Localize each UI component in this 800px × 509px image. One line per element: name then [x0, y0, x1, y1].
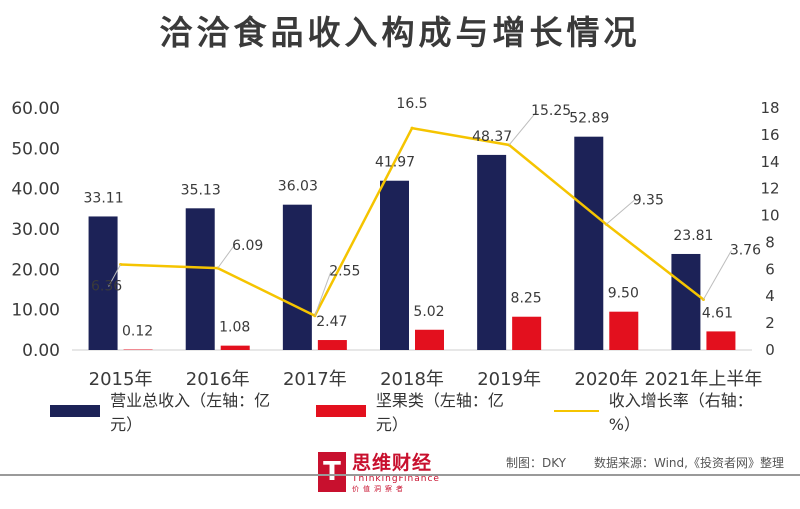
y-right-tick-label: 14	[760, 153, 779, 171]
y-left-tick-label: 50.00	[11, 139, 60, 159]
growth-leader-line	[702, 250, 732, 300]
bar-nuts	[317, 340, 347, 350]
growth-leader-line	[508, 110, 538, 146]
x-tick-label: 2021年上半年	[645, 369, 763, 390]
bar-total	[282, 204, 312, 350]
footer-divider	[0, 474, 800, 476]
bar-total	[380, 180, 409, 350]
x-tick-label: 2015年	[89, 369, 153, 390]
chart-title: 洽洽食品收入构成与增长情况	[159, 13, 641, 52]
legend-label-total: 营业总收入（左轴：亿元）	[110, 391, 271, 434]
data-label-growth: 15.25	[531, 103, 571, 119]
legend-line-growth	[553, 410, 599, 412]
y-left-tick-label: 60.00	[11, 99, 60, 119]
data-label-nuts: 1.08	[219, 320, 250, 336]
y-right-tick-label: 0	[765, 341, 775, 359]
data-source: 数据来源：Wind,《投资者网》整理	[594, 456, 784, 470]
bar-total	[477, 154, 507, 350]
legend-swatch-nuts	[315, 405, 366, 417]
bar-nuts	[220, 345, 250, 350]
data-label-growth: 6.36	[91, 278, 122, 294]
growth-leader-line	[605, 199, 635, 225]
data-label-total: 36.03	[278, 179, 318, 195]
logo-main-text: 思维财经	[352, 452, 433, 474]
data-label-nuts: 4.61	[702, 305, 733, 321]
y-right-tick-label: 18	[760, 99, 779, 117]
data-label-nuts: 2.47	[316, 314, 347, 330]
bar-nuts	[609, 311, 639, 350]
data-label-total: 33.11	[84, 190, 124, 206]
x-tick-label: 2018年	[380, 369, 444, 390]
bar-total	[574, 136, 604, 350]
bar-nuts	[706, 331, 736, 350]
y-right-tick-label: 10	[760, 207, 779, 225]
x-tick-label: 2017年	[283, 369, 347, 390]
growth-leader-line	[314, 271, 332, 316]
x-tick-label: 2020年	[574, 369, 638, 390]
x-tick-label: 2019年	[477, 369, 541, 390]
y-left-tick-label: 20.00	[11, 260, 60, 280]
data-label-total: 35.13	[181, 182, 221, 198]
growth-leader-line	[108, 264, 122, 287]
chart-plot: 0.00 10.00 20.00 30.00 40.00 50.00 60.00 0 2 4 6 8 1…	[11, 96, 779, 390]
y-left-tick-label: 30.00	[11, 220, 60, 240]
logo-mark: T	[318, 452, 346, 492]
y-right-tick-label: 4	[765, 287, 775, 305]
y-left-tick-label: 40.00	[11, 180, 60, 200]
y-left-tick-label: 0.00	[22, 341, 60, 361]
data-label-nuts: 8.25	[511, 291, 542, 307]
bar-nuts	[512, 316, 542, 350]
data-label-nuts: 9.50	[608, 286, 639, 302]
data-label-growth: 2.55	[329, 264, 360, 280]
maker-credit: 制图：DKY	[506, 456, 567, 470]
bar-total	[671, 253, 701, 350]
y-left-tick-label: 10.00	[11, 301, 60, 321]
data-label-growth: 6.09	[232, 238, 263, 254]
y-right-tick-label: 8	[765, 233, 775, 251]
data-label-total: 52.89	[569, 111, 609, 127]
data-label-growth: 9.35	[633, 192, 664, 208]
legend-swatch-total	[50, 405, 101, 417]
data-label-growth: 3.76	[730, 242, 761, 258]
logo-sub-text: ThinkingFinance	[352, 474, 440, 484]
chart-legend: 营业总收入（左轴：亿元） 坚果类（左轴：亿元） 收入增长率（右轴：%）	[50, 391, 800, 434]
bar-nuts	[415, 329, 444, 350]
legend-item-nuts: 坚果类（左轴：亿元）	[315, 387, 514, 435]
bar-total	[185, 208, 215, 350]
y-right-tick-label: 2	[765, 314, 775, 332]
bar-total	[88, 216, 118, 350]
data-label-nuts: 5.02	[413, 304, 444, 320]
y-right-tick-label: 12	[760, 180, 779, 198]
legend-label-growth: 收入增长率（右轴：%）	[608, 391, 753, 434]
data-label-total: 48.37	[472, 129, 512, 145]
legend-label-nuts: 坚果类（左轴：亿元）	[375, 391, 504, 434]
y-right-tick-label: 6	[765, 260, 775, 278]
logo-tagline: 价值洞察者	[352, 485, 407, 493]
data-label-total: 23.81	[673, 228, 713, 244]
legend-item-growth: 收入增长率（右轴：%）	[553, 387, 760, 435]
growth-point	[410, 126, 414, 130]
data-label-total: 41.97	[375, 155, 415, 171]
y-right-tick-label: 16	[760, 126, 779, 144]
data-label-growth: 16.5	[396, 96, 427, 112]
legend-item-total: 营业总收入（左轴：亿元）	[50, 387, 276, 435]
brand-logo: T 思维财经 ThinkingFinance 价值洞察者	[318, 452, 440, 494]
x-tick-label: 2016年	[186, 369, 250, 390]
growth-leader-line	[217, 245, 235, 269]
data-label-nuts: 0.12	[122, 324, 153, 340]
